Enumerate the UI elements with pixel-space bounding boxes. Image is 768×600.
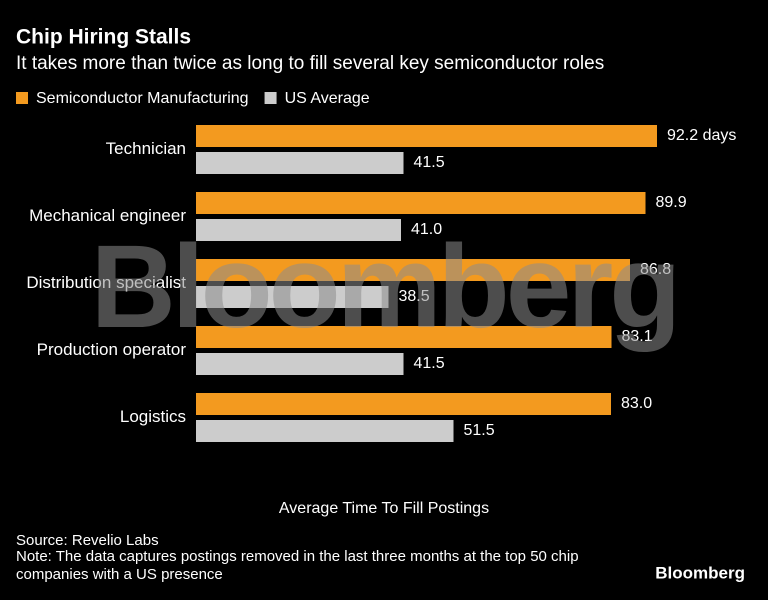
bar xyxy=(196,192,646,214)
source: Source: Revelio Labs xyxy=(16,532,159,549)
value-label: 86.8 xyxy=(640,261,671,278)
value-label: 41.5 xyxy=(414,154,445,171)
bar xyxy=(196,393,611,415)
bar xyxy=(196,420,454,442)
y-tick-label: Technician xyxy=(106,139,186,158)
value-label: 51.5 xyxy=(464,422,495,439)
chart-title: Chip Hiring Stalls xyxy=(16,26,191,49)
y-tick-label: Production operator xyxy=(37,340,187,359)
value-label: 83.0 xyxy=(621,395,652,412)
legend-swatch xyxy=(16,92,28,104)
logo: Bloomberg xyxy=(655,563,745,582)
x-axis-label: Average Time To Fill Postings xyxy=(279,500,489,517)
bar xyxy=(196,152,404,174)
legend-label: Semiconductor Manufacturing xyxy=(36,90,249,107)
bar xyxy=(196,353,404,375)
legend-label: US Average xyxy=(285,90,370,107)
value-label: 41.0 xyxy=(411,221,442,238)
watermark: Bloomberg xyxy=(91,221,678,353)
value-label: 38.5 xyxy=(399,288,430,305)
bar xyxy=(196,259,630,281)
bar xyxy=(196,286,389,308)
value-label: 83.1 xyxy=(622,328,653,345)
note: Note: The data captures postings removed… xyxy=(16,548,579,583)
chart-subtitle: It takes more than twice as long to fill… xyxy=(16,53,604,74)
value-label: 92.2 days xyxy=(667,127,736,144)
value-label: 41.5 xyxy=(414,355,445,372)
bar xyxy=(196,326,612,348)
y-tick-label: Distribution specialist xyxy=(26,273,186,292)
legend-swatch xyxy=(264,92,277,104)
bar xyxy=(196,125,657,147)
y-tick-label: Logistics xyxy=(120,407,186,426)
y-tick-label: Mechanical engineer xyxy=(29,206,186,225)
value-label: 89.9 xyxy=(656,194,687,211)
bar xyxy=(196,219,401,241)
